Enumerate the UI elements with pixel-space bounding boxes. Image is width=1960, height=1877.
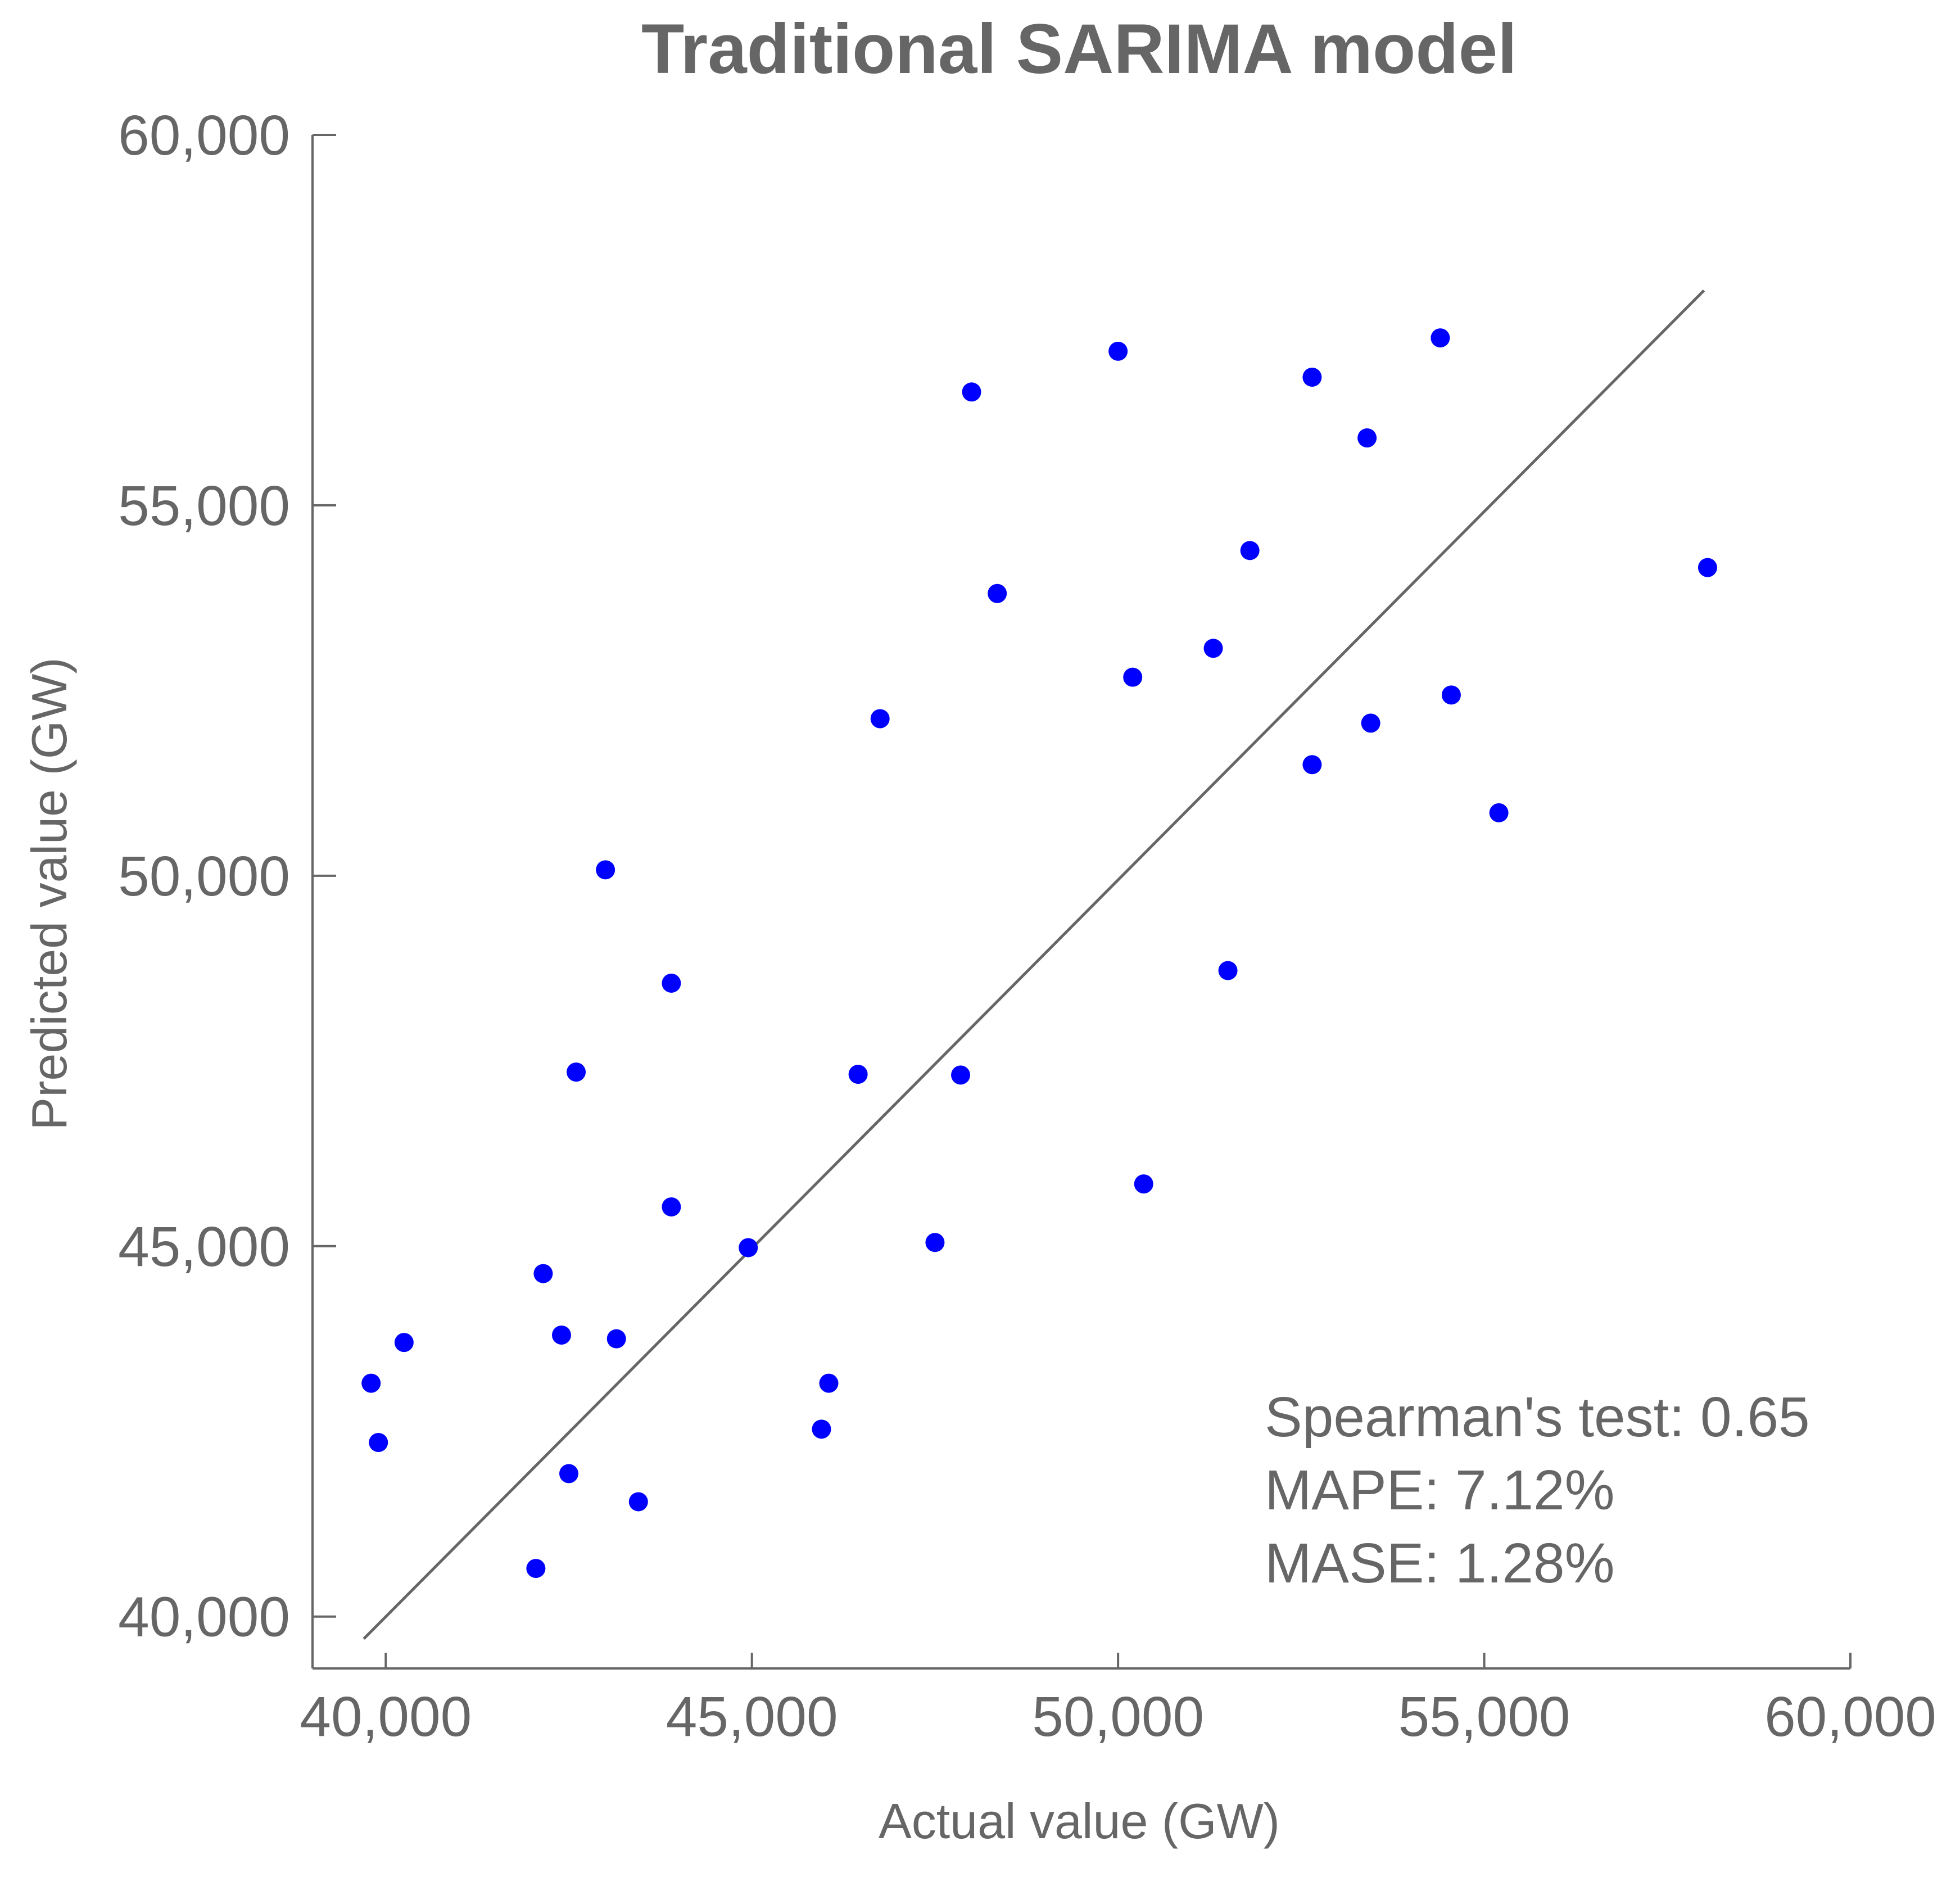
data-point xyxy=(628,1492,648,1512)
chart-title: Traditional SARIMA model xyxy=(641,10,1517,88)
x-tick-label: 40,000 xyxy=(300,1685,472,1748)
data-point xyxy=(1218,961,1238,980)
data-point xyxy=(739,1238,758,1258)
data-point xyxy=(819,1373,839,1393)
data-point xyxy=(1123,667,1143,687)
data-point xyxy=(1203,639,1223,658)
data-point xyxy=(596,860,615,880)
data-point xyxy=(533,1264,553,1283)
y-tick-label: 55,000 xyxy=(118,474,290,537)
data-point xyxy=(606,1329,626,1349)
data-point xyxy=(925,1233,945,1252)
data-point xyxy=(870,709,890,729)
axes xyxy=(311,135,1850,1670)
data-point xyxy=(1302,755,1322,775)
data-point xyxy=(1357,428,1377,448)
spearman-text: Spearman's test: 0.65 xyxy=(1265,1386,1810,1449)
data-point xyxy=(1361,713,1380,733)
data-point xyxy=(1698,558,1717,577)
mape-text: MAPE: 7.12% xyxy=(1265,1459,1615,1522)
reference-line xyxy=(363,289,1705,1640)
data-point xyxy=(988,584,1007,603)
data-point xyxy=(1134,1174,1153,1194)
x-tick-label: 60,000 xyxy=(1764,1685,1936,1748)
data-point xyxy=(567,1062,586,1082)
data-point xyxy=(812,1419,831,1439)
data-point xyxy=(1108,341,1128,361)
data-point xyxy=(394,1333,414,1353)
x-tick-label: 55,000 xyxy=(1398,1685,1570,1748)
data-point xyxy=(551,1325,571,1345)
data-points xyxy=(361,328,1717,1579)
data-point xyxy=(662,1197,681,1216)
x-ticks: 40,000 45,000 50,000 55,000 60,000 xyxy=(300,1653,1936,1748)
data-point xyxy=(559,1464,578,1483)
data-point xyxy=(369,1433,388,1453)
data-point xyxy=(1489,803,1509,822)
y-tick-label: 40,000 xyxy=(118,1586,290,1649)
data-point xyxy=(662,973,681,993)
y-ticks: 40,000 45,000 50,000 55,000 60,000 xyxy=(118,104,336,1649)
data-point xyxy=(361,1373,381,1393)
data-point xyxy=(1441,685,1461,705)
stats-annotation: Spearman's test: 0.65 MAPE: 7.12% MASE: … xyxy=(1265,1386,1810,1595)
data-point xyxy=(1431,328,1450,348)
x-tick-label: 50,000 xyxy=(1032,1685,1204,1748)
x-tick-label: 45,000 xyxy=(666,1685,838,1748)
mase-text: MASE: 1.28% xyxy=(1265,1532,1615,1595)
data-point xyxy=(951,1065,971,1085)
y-tick-label: 50,000 xyxy=(118,845,290,908)
y-axis-label: Predicted value (GW) xyxy=(21,657,77,1130)
y-tick-label: 45,000 xyxy=(118,1215,290,1278)
data-point xyxy=(1240,541,1260,560)
data-point xyxy=(526,1559,546,1579)
data-point xyxy=(1302,367,1322,387)
x-axis-label: Actual value (GW) xyxy=(879,1793,1280,1849)
data-point xyxy=(962,382,981,402)
data-point xyxy=(848,1065,868,1084)
y-tick-label: 60,000 xyxy=(118,104,290,167)
